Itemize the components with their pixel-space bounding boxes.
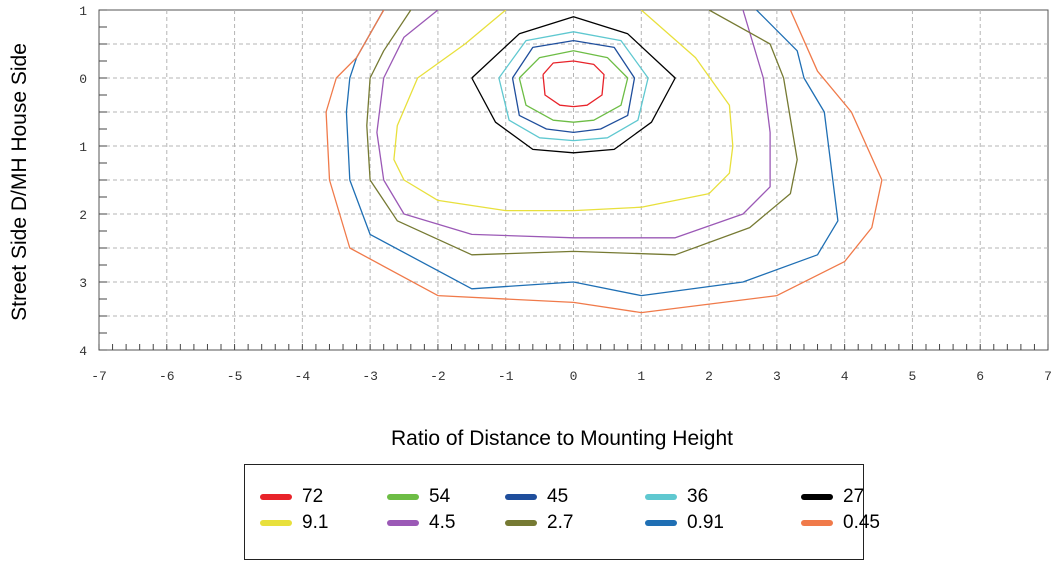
legend-swatch bbox=[645, 494, 677, 500]
contour-0.91 bbox=[345, 10, 839, 297]
contour-45 bbox=[511, 39, 636, 134]
legend-label: 9.1 bbox=[302, 512, 329, 533]
contour-0.45 bbox=[325, 10, 883, 314]
y-tick-label: 0 bbox=[79, 72, 87, 87]
legend-item: 0.91 bbox=[645, 511, 724, 535]
x-tick-label: 6 bbox=[976, 369, 984, 384]
y-tick-label: 2 bbox=[79, 208, 87, 223]
minor-ticks bbox=[98, 9, 1049, 351]
legend-label: 36 bbox=[687, 486, 709, 507]
y-tick-label: 1 bbox=[79, 4, 87, 19]
legend-swatch bbox=[260, 494, 292, 500]
legend-label: 54 bbox=[429, 486, 451, 507]
x-tick-label: 2 bbox=[705, 369, 713, 384]
x-tick-label: 4 bbox=[841, 369, 849, 384]
legend-item: 2.7 bbox=[505, 511, 573, 535]
y-tick-label: 3 bbox=[79, 276, 87, 291]
x-tick-label: 0 bbox=[570, 369, 578, 384]
legend-item: 54 bbox=[387, 485, 450, 509]
legend-swatch bbox=[260, 520, 292, 526]
legend-item: 72 bbox=[260, 485, 323, 509]
y-tick-label: 1 bbox=[79, 140, 87, 155]
contour-9.1 bbox=[393, 10, 734, 212]
x-tick-label: -5 bbox=[227, 369, 243, 384]
x-tick-label: 5 bbox=[909, 369, 917, 384]
legend-label: 4.5 bbox=[429, 512, 456, 533]
legend-label: 0.45 bbox=[843, 512, 880, 533]
legend-item: 4.5 bbox=[387, 511, 455, 535]
legend-label: 0.91 bbox=[687, 512, 724, 533]
legend: 72 54 45 36 27 9.1 4.5 2.7 0.91 0.45 bbox=[244, 464, 880, 560]
legend-label: 72 bbox=[302, 486, 324, 507]
x-tick-label: -4 bbox=[295, 369, 311, 384]
legend-label: 2.7 bbox=[547, 512, 574, 533]
y-axis-label: Street Side D/MH House Side bbox=[8, 43, 31, 321]
contour-36 bbox=[498, 31, 649, 142]
contour-2.7 bbox=[366, 10, 798, 256]
legend-swatch bbox=[387, 520, 419, 526]
legend-swatch bbox=[505, 494, 537, 500]
contour-27 bbox=[471, 16, 676, 154]
legend-label: 27 bbox=[843, 486, 865, 507]
legend-item: 0.45 bbox=[801, 511, 880, 535]
tick-labels: -7 -6 -5 -4 -3 -2 -1 0 1 2 3 4 5 6 7 1 0 1 2 3 4 bbox=[79, 4, 1052, 384]
x-tick-label: -6 bbox=[159, 369, 175, 384]
x-tick-label: -1 bbox=[498, 369, 514, 384]
contour-series bbox=[325, 10, 883, 314]
x-tick-label: -7 bbox=[91, 369, 107, 384]
legend-item: 9.1 bbox=[260, 511, 328, 535]
x-tick-label: -3 bbox=[362, 369, 378, 384]
legend-swatch bbox=[387, 494, 419, 500]
x-tick-label: 1 bbox=[637, 369, 645, 384]
legend-item: 36 bbox=[645, 485, 708, 509]
x-tick-label: -2 bbox=[430, 369, 446, 384]
x-tick-label: 3 bbox=[773, 369, 781, 384]
legend-item: 45 bbox=[505, 485, 568, 509]
legend-item: 27 bbox=[801, 485, 864, 509]
legend-swatch bbox=[505, 520, 537, 526]
x-axis-label: Ratio of Distance to Mounting Height bbox=[391, 427, 733, 450]
contour-72 bbox=[542, 60, 605, 108]
legend-label: 45 bbox=[547, 486, 569, 507]
y-tick-label: 4 bbox=[79, 344, 87, 359]
contour-4.5 bbox=[376, 10, 771, 239]
grid bbox=[98, 9, 1049, 351]
legend-swatch bbox=[645, 520, 677, 526]
contour-54 bbox=[518, 50, 629, 123]
legend-swatch bbox=[801, 494, 833, 500]
x-tick-label: 7 bbox=[1044, 369, 1052, 384]
legend-swatch bbox=[801, 520, 833, 526]
